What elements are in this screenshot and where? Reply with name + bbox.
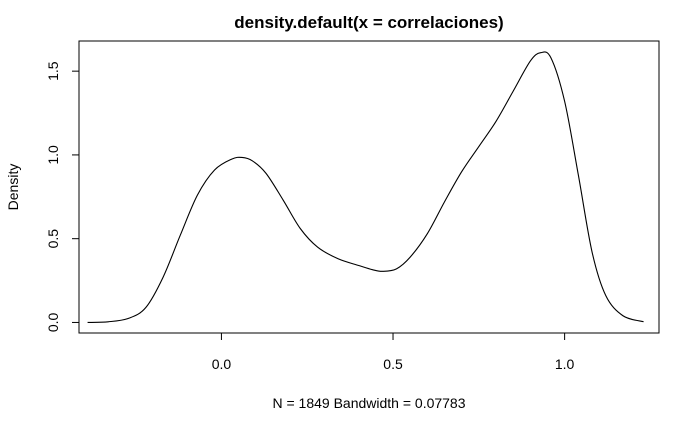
y-tick-label: 1.0 [45,145,61,165]
x-tick-label: 1.0 [555,356,575,372]
x-tick-label: 0.0 [212,356,232,372]
y-tick-label: 0.0 [45,313,61,333]
x-tick-label: 0.5 [383,356,403,372]
x-axis: 0.0 0.5 1.0 [212,332,575,372]
plot-frame [78,40,660,334]
chart-title: density.default(x = correlaciones) [234,13,503,32]
density-curve [87,51,644,323]
y-axis-label: Density [5,164,21,211]
y-axis: 0.0 0.5 1.0 1.5 [45,61,80,333]
y-tick-label: 1.5 [45,61,61,81]
y-tick-label: 0.5 [45,229,61,249]
x-axis-label: N = 1849 Bandwidth = 0.07783 [272,395,465,411]
